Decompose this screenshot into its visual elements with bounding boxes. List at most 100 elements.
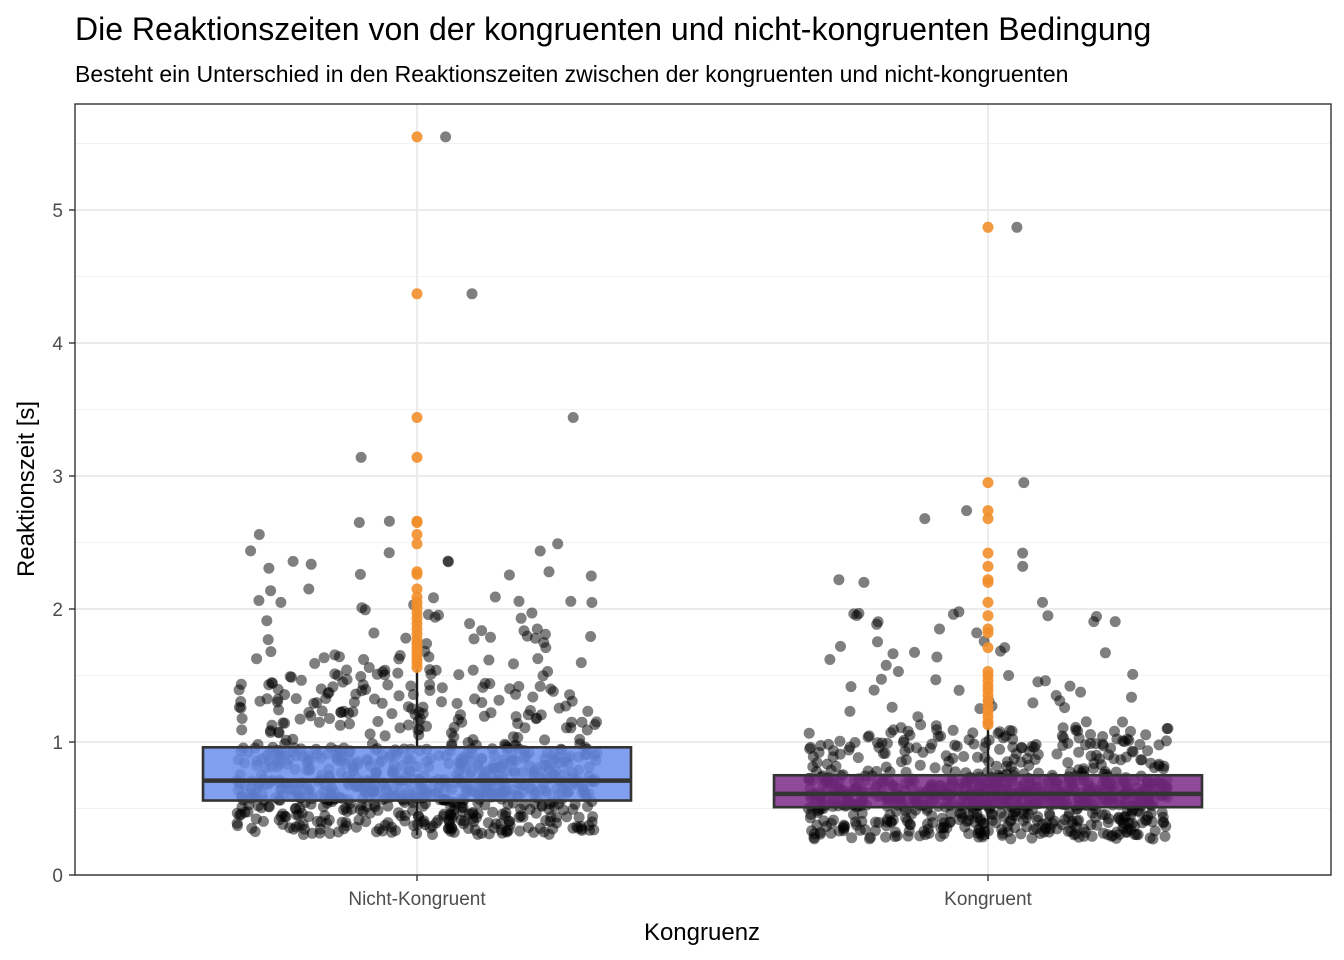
jitter-point [376, 697, 388, 709]
jitter-point [530, 713, 542, 725]
jitter-point [865, 832, 876, 843]
jitter-point [889, 831, 901, 843]
jitter-point [430, 664, 442, 676]
jitter-point [1109, 616, 1121, 628]
jitter-point [1017, 547, 1029, 559]
jitter-point [483, 654, 495, 666]
jitter-point [1117, 716, 1128, 728]
jitter-point [923, 827, 935, 839]
jitter-point [464, 618, 476, 630]
jitter-point [344, 718, 355, 730]
jitter-point [557, 804, 569, 816]
jitter-point [919, 513, 931, 525]
jitter-point [489, 591, 501, 603]
jitter-point [575, 657, 587, 669]
jitter-point [318, 652, 330, 664]
jitter-point [515, 612, 527, 624]
jitter-point [834, 735, 846, 747]
jitter-point [311, 697, 323, 709]
jitter-point [1034, 828, 1046, 839]
jitter-point [364, 807, 376, 819]
jitter-point [1005, 761, 1017, 773]
jitter-point [545, 683, 557, 695]
jitter-point [406, 703, 418, 715]
jitter-point [824, 654, 836, 665]
jitter-point [405, 680, 417, 692]
jitter-point [1141, 814, 1153, 826]
jitter-point [958, 751, 970, 762]
jitter-point [1099, 647, 1111, 659]
outlier-point [411, 412, 423, 423]
jitter-point [1080, 716, 1092, 728]
jitter-point [309, 658, 321, 669]
jitter-point [872, 636, 883, 648]
chart-subtitle: Besteht ein Unterschied in den Reaktions… [75, 61, 1068, 87]
jitter-point [363, 662, 375, 673]
jitter-point [265, 646, 277, 658]
jitter-point [914, 830, 926, 842]
jitter-point [295, 674, 307, 686]
jitter-point [1109, 725, 1120, 737]
y-tick-label: 0 [52, 866, 63, 887]
jitter-point [542, 666, 554, 677]
jitter-point [368, 627, 380, 639]
jitter-point [534, 680, 546, 692]
jitter-point [930, 720, 942, 732]
jitter-point [527, 691, 539, 703]
outlier-point [411, 529, 423, 540]
jitter-point [1088, 758, 1100, 769]
jitter-point [880, 761, 892, 773]
jitter-point [1039, 675, 1051, 687]
jitter-point [915, 719, 927, 731]
jitter-point [451, 698, 463, 709]
jitter-point [257, 815, 269, 827]
jitter-point [407, 804, 419, 816]
jitter-point [1037, 596, 1048, 608]
jitter-point [427, 820, 438, 832]
jitter-point [803, 727, 815, 739]
jitter-point [859, 824, 871, 836]
jitter-point [235, 696, 247, 707]
jitter-point [881, 820, 892, 832]
jitter-point [1123, 817, 1134, 828]
jitter-point [887, 648, 899, 660]
box-nicht-kongruent [201, 746, 633, 802]
jitter-point [875, 673, 887, 685]
outlier-point [982, 560, 994, 572]
jitter-point [566, 716, 578, 728]
jitter-point [394, 722, 406, 734]
jitter-point [911, 742, 922, 754]
y-tick-label: 3 [52, 467, 63, 488]
jitter-point [243, 799, 255, 811]
jitter-point [261, 615, 273, 627]
jitter-point [543, 803, 555, 815]
jitter-point [442, 556, 454, 568]
jitter-point [934, 830, 946, 842]
jitter-point [423, 651, 435, 663]
jitter-point [835, 640, 846, 652]
jitter-point [468, 633, 480, 645]
jitter-point [1050, 690, 1062, 701]
jitter-point [567, 803, 579, 815]
jitter-point [838, 819, 850, 831]
y-tick-label: 1 [52, 733, 63, 754]
x-axis: Nicht-Kongruent Kongruent [348, 875, 1033, 910]
jitter-point [999, 642, 1011, 654]
jitter-point [279, 689, 291, 701]
y-tick-label: 4 [52, 334, 63, 355]
jitter-point [373, 823, 385, 835]
jitter-point [931, 651, 943, 663]
jitter-point [848, 809, 859, 821]
jitter-point [1029, 754, 1041, 765]
jitter-point [1091, 611, 1102, 622]
jitter-point [271, 696, 283, 708]
jitter-point [892, 666, 904, 677]
jitter-point [947, 724, 959, 736]
jitter-point [467, 734, 479, 746]
jitter-point [526, 607, 538, 619]
jitter-point [994, 726, 1006, 738]
jitter-point [485, 707, 497, 719]
jitter-point [585, 570, 597, 582]
jitter-point [1145, 757, 1157, 769]
jitter-point [417, 701, 429, 713]
